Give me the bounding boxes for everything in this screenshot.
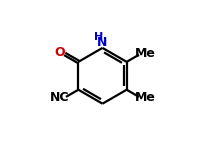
Text: Me: Me bbox=[134, 91, 155, 104]
Text: NC: NC bbox=[50, 91, 69, 104]
Text: H: H bbox=[94, 32, 103, 42]
Text: Me: Me bbox=[134, 47, 155, 60]
Text: O: O bbox=[54, 46, 65, 59]
Text: N: N bbox=[97, 36, 107, 49]
